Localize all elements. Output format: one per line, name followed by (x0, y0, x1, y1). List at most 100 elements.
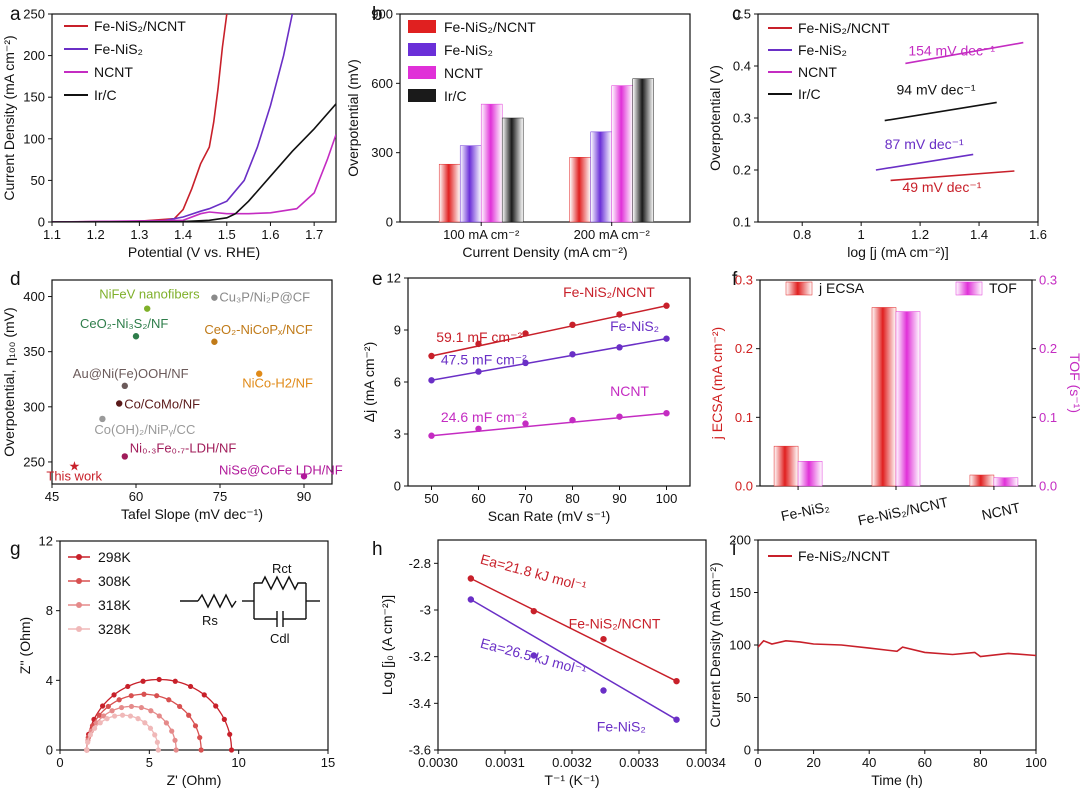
data-point (121, 382, 128, 390)
x-axis-label: Time (h) (871, 772, 923, 788)
bar (993, 477, 1019, 487)
panel-h: 0.0030 0.0031 0.0032 0.0033 0.0034 -3.6 -3.4 -3… (372, 539, 726, 788)
x-axis-label: Current Density (mA cm⁻²) (462, 244, 627, 260)
x-axis-label: Z' (Ohm) (167, 772, 222, 788)
data-point (616, 311, 623, 318)
x-tick-label: 100 mA cm⁻² (443, 227, 520, 242)
bar (569, 157, 591, 223)
y-tick-label: 400 (23, 289, 45, 304)
bar (955, 281, 983, 296)
data-point (428, 352, 435, 360)
y-tick-label: 100 (729, 638, 751, 653)
data-point (192, 723, 199, 729)
data-point (156, 713, 162, 719)
y-tick-label: 3 (394, 427, 401, 442)
data-point (166, 697, 172, 703)
y-tick-label: 0 (394, 479, 401, 494)
y-tick-label: -2.8 (409, 556, 431, 571)
data-point (111, 692, 117, 698)
x-tick-label: 1.6 (1029, 227, 1047, 242)
bar (797, 461, 823, 487)
x-tick-label: Fe-NiS₂ (779, 498, 830, 524)
plot-frame (51, 13, 337, 223)
y-tick-label: 0.1 (733, 215, 751, 230)
y-tick-label: 200 (23, 48, 45, 63)
y-tick-label: 900 (371, 7, 393, 22)
data-point (227, 731, 233, 737)
data-point (221, 716, 227, 722)
bar (632, 78, 654, 223)
data-point (475, 340, 482, 348)
x-tick-label: 1.2 (911, 227, 929, 242)
bar (459, 145, 482, 223)
y-tick-label: 100 (23, 131, 45, 146)
y-tick-label: 150 (23, 90, 45, 105)
fit-line (470, 577, 677, 682)
legend-entry: TOF (989, 280, 1017, 296)
x-tick-label: 0.8 (793, 227, 811, 242)
x-axis-label: Scan Rate (mV s⁻¹) (488, 508, 611, 524)
data-point (154, 739, 160, 745)
y-tick-label: 0.2 (735, 341, 753, 356)
series-line (884, 101, 997, 122)
series-group (52, 14, 336, 222)
data-point (111, 713, 118, 719)
panel-letter: f (732, 269, 738, 290)
legend-entry: Ir/C (444, 88, 467, 104)
data-point (187, 683, 194, 690)
plot-frame (59, 540, 329, 751)
legend-entry: NCNT (94, 64, 133, 80)
x-tick-label: 50 (424, 491, 438, 506)
y-tick-label: 50 (737, 690, 751, 705)
legend-marker (76, 602, 82, 608)
legend-entry: 298K (98, 549, 131, 565)
data-point (152, 732, 158, 738)
x-tick-label: 45 (45, 489, 59, 504)
data-point (172, 678, 178, 684)
point-label: NiSe@CoFe LDH/NF (219, 462, 343, 477)
legend-entry: j ECSA (818, 280, 865, 296)
y-tick-label: 300 (23, 399, 45, 414)
panel-letter: i (732, 539, 736, 560)
data-point (256, 370, 263, 377)
y-axis-label: Overpotential (mV) (345, 59, 361, 176)
point-label: CeO₂-Ni₃S₂/NF (80, 316, 168, 331)
data-point (569, 351, 576, 358)
y2-tick-label: 0.2 (1039, 341, 1057, 356)
series-line (890, 170, 1015, 182)
x-tick-label: 15 (321, 755, 335, 770)
panel-letter: e (372, 269, 383, 290)
legend-entry: 328K (98, 621, 131, 637)
legend-entry: Ir/C (94, 87, 117, 103)
series-group (875, 41, 1024, 182)
data-point (116, 697, 122, 703)
legend-entry: Fe-NiS₂/NCNT (798, 548, 890, 564)
x-tick-label: 80 (973, 755, 987, 770)
data-point (467, 596, 475, 603)
x-tick-label: NCNT (980, 499, 1022, 523)
x-tick-label: 60 (471, 491, 485, 506)
bar (871, 307, 897, 487)
data-point (228, 747, 235, 753)
data-point (116, 400, 123, 407)
data-point (211, 338, 218, 345)
y-tick-label: 0.3 (733, 111, 751, 126)
data-point (616, 344, 623, 351)
panel-f: 0.0 0.1 0.2 0.3 0.0 0.1 0.2 0.3 j ECSA (mA cm⁻²)… (709, 269, 1080, 528)
x-tick-label: 1.2 (87, 227, 105, 242)
x-axis-label: log [j (mA cm⁻²)] (847, 244, 949, 260)
x-tick-label: 0.0033 (619, 755, 659, 770)
x-tick-label: 90 (612, 491, 626, 506)
panel-letter: a (10, 4, 21, 25)
data-point (138, 704, 145, 711)
data-point (600, 635, 607, 643)
data-point (211, 294, 218, 301)
plot-frame (399, 13, 691, 223)
point-label: Au@Ni(Fe)OOH/NF (73, 366, 189, 381)
legend-entry: 308K (98, 573, 131, 589)
y-axis-label: Overpotential (V) (707, 65, 723, 171)
bar (590, 131, 612, 223)
x-tick-label: 1.4 (174, 227, 192, 242)
legend-marker (76, 626, 82, 632)
series-name: Fe-NiS₂/NCNT (569, 616, 661, 632)
